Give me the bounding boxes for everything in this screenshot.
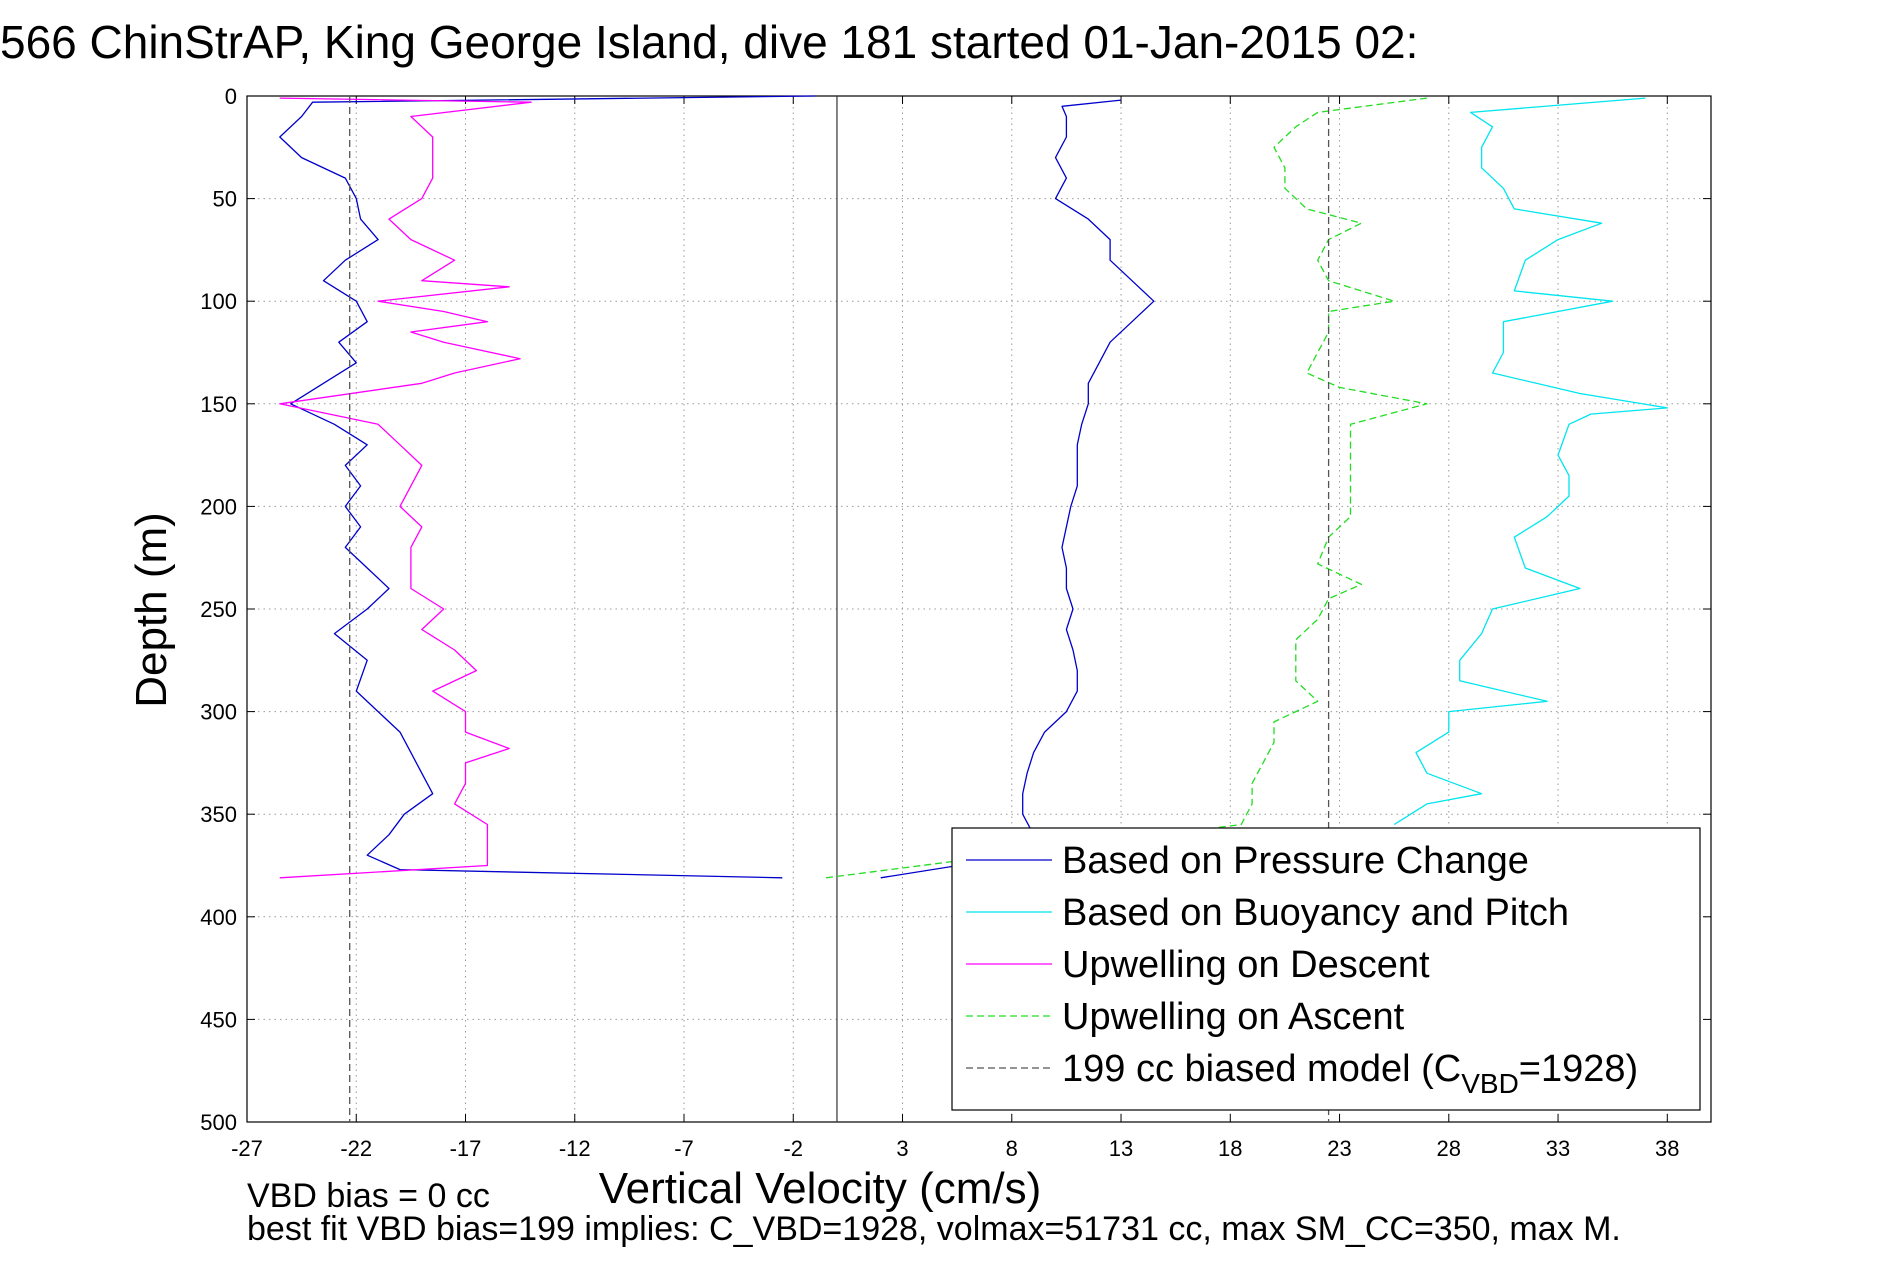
x-tick-label: 13 bbox=[1109, 1136, 1133, 1161]
series-layer bbox=[279, 95, 1668, 1122]
x-tick-label: 3 bbox=[896, 1136, 908, 1161]
x-tick-label: 23 bbox=[1327, 1136, 1351, 1161]
x-tick-label: -2 bbox=[783, 1136, 803, 1161]
footer-vbd-bias: VBD bias = 0 cc bbox=[247, 1177, 490, 1215]
y-tick-label: 100 bbox=[200, 289, 237, 314]
x-tick-label: -12 bbox=[559, 1136, 591, 1161]
x-tick-label: 18 bbox=[1218, 1136, 1242, 1161]
x-tick-label: 28 bbox=[1437, 1136, 1461, 1161]
x-tick-label: -7 bbox=[674, 1136, 694, 1161]
y-tick-label: 500 bbox=[200, 1110, 237, 1135]
y-tick-label: 50 bbox=[213, 187, 237, 212]
y-tick-label: 450 bbox=[200, 1007, 237, 1032]
y-axis-label: Depth (m) bbox=[127, 512, 176, 708]
footer-best-fit: best fit VBD bias=199 implies: C_VBD=192… bbox=[247, 1210, 1621, 1248]
x-tick-label: -27 bbox=[231, 1136, 263, 1161]
legend-entry-label: Upwelling on Descent bbox=[1062, 944, 1430, 986]
legend-box bbox=[951, 827, 1701, 1111]
x-tick-label: -22 bbox=[340, 1136, 372, 1161]
x-axis-label: Vertical Velocity (cm/s) bbox=[599, 1164, 1042, 1213]
y-tick-label: 200 bbox=[200, 494, 237, 519]
y-tick-label: 150 bbox=[200, 392, 237, 417]
y-tick-label: 300 bbox=[200, 700, 237, 725]
legend-entry-label: Based on Buoyancy and Pitch bbox=[1062, 892, 1569, 934]
series-line-upwelling-on-descent bbox=[279, 97, 532, 879]
legend-entry-label: Upwelling on Ascent bbox=[1062, 996, 1405, 1038]
legend-entry-label: Based on Pressure Change bbox=[1062, 840, 1529, 882]
y-tick-label: 350 bbox=[200, 802, 237, 827]
y-tick-label: 400 bbox=[200, 905, 237, 930]
series-line-based-on-pressure-change bbox=[880, 99, 1155, 879]
x-tick-label: 8 bbox=[1006, 1136, 1018, 1161]
axes bbox=[246, 95, 1712, 1123]
tick-labels: -27 -22 -17 -12 -7 -2 3 8 13 18 23 28 33 380501001502… bbox=[200, 84, 1679, 1161]
legend-entry-label: 199 cc biased model (CVBD=1928) bbox=[1062, 1048, 1638, 1099]
chart-title: 566 ChinStrAP, King George Island, dive … bbox=[0, 16, 1418, 68]
y-tick-label: 250 bbox=[200, 597, 237, 622]
series-line-based-on-buoyancy-and-pitch bbox=[1393, 97, 1668, 826]
series-line-based-on-pressure-change bbox=[279, 95, 816, 879]
y-tick-label: 0 bbox=[225, 84, 237, 109]
x-tick-label: 38 bbox=[1655, 1136, 1679, 1161]
x-tick-label: -17 bbox=[450, 1136, 482, 1161]
x-tick-label: 33 bbox=[1546, 1136, 1570, 1161]
legend: Based on Pressure Change Based on Buoyanc… bbox=[951, 827, 1701, 1111]
series-line-upwelling-on-ascent bbox=[825, 97, 1428, 879]
